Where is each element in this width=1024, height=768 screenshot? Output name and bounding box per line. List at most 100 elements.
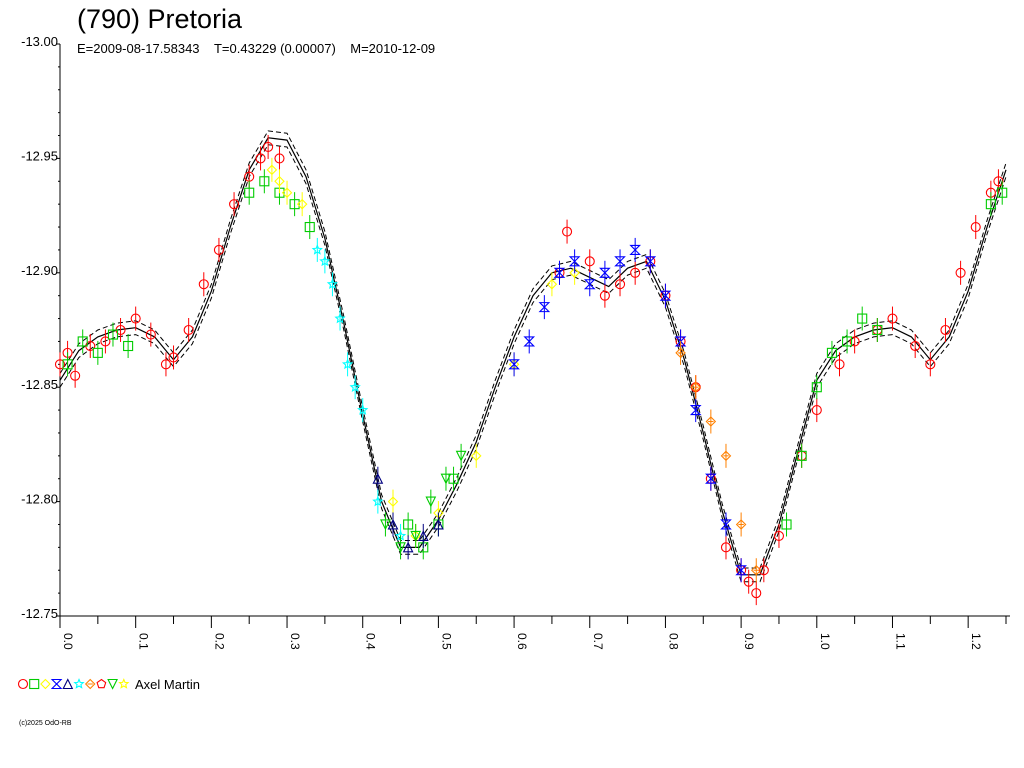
model-date-label: M=2010-12-09	[350, 41, 436, 56]
data-point	[675, 347, 686, 359]
data-point	[546, 278, 558, 290]
x-tick: 0.9	[740, 616, 756, 650]
legend: Axel Martin	[17, 675, 200, 693]
data-point	[244, 187, 255, 198]
x-tick: 1.0	[816, 616, 832, 650]
data-point	[296, 198, 308, 210]
legend-symbol	[73, 678, 85, 689]
model-curve-lower	[59, 144, 1007, 583]
data-point	[997, 187, 1008, 198]
legend-symbol	[50, 678, 63, 690]
data-point	[758, 565, 769, 576]
data-point	[62, 359, 73, 370]
data-point	[319, 255, 331, 267]
data-point	[198, 279, 209, 290]
copyright-notice: (c)2025 OdO-RB	[19, 720, 72, 727]
data-point	[70, 370, 81, 381]
data-point	[644, 256, 657, 267]
data-point	[751, 588, 762, 599]
data-point	[857, 313, 868, 324]
legend-observer: Axel Martin	[135, 676, 201, 692]
data-points	[54, 134, 1008, 606]
x-tick-label: 0.2	[212, 633, 226, 650]
data-point	[266, 164, 278, 176]
data-point	[955, 267, 966, 278]
data-point	[107, 329, 119, 340]
data-point	[130, 313, 141, 324]
data-point	[357, 404, 369, 415]
data-point	[259, 176, 270, 187]
data-point	[750, 564, 762, 576]
data-point	[872, 324, 883, 336]
x-tick-label: 1.0	[818, 633, 832, 650]
data-point	[410, 530, 422, 542]
data-point	[523, 336, 536, 347]
legend-symbol	[40, 678, 51, 690]
data-point	[940, 324, 951, 336]
data-point	[289, 199, 300, 210]
x-tick: 1.1	[891, 616, 907, 650]
epoch-label: E=2009-08-17.58343	[77, 41, 200, 56]
x-tick: 0.2	[210, 616, 226, 650]
data-point	[720, 519, 732, 530]
x-tick: 0.4	[362, 616, 378, 650]
data-point	[403, 519, 414, 530]
x-tick-label: 0.6	[515, 633, 529, 650]
legend-symbol	[107, 678, 118, 690]
data-point	[145, 329, 156, 340]
data-point	[395, 542, 406, 554]
data-point	[811, 382, 822, 393]
data-point	[229, 199, 240, 210]
data-point	[720, 542, 732, 553]
data-point	[123, 340, 134, 352]
data-point	[970, 221, 981, 233]
data-point	[455, 450, 467, 462]
data-point	[743, 576, 754, 587]
data-point	[562, 226, 573, 237]
data-point	[568, 256, 581, 267]
x-tick-label: 0.3	[288, 633, 302, 650]
data-point	[689, 405, 702, 416]
data-point	[538, 302, 551, 313]
legend-symbol	[96, 678, 107, 689]
data-point	[842, 336, 853, 347]
data-point	[100, 336, 111, 347]
data-point	[402, 541, 414, 553]
y-tick: -13.00	[21, 34, 60, 49]
x-tick-label: 1.1	[893, 633, 907, 650]
data-point	[629, 244, 641, 255]
data-point	[440, 473, 452, 485]
y-tick-label: -12.85	[21, 377, 58, 392]
x-tick-label: 0.4	[364, 633, 378, 650]
data-point	[387, 518, 399, 530]
x-tick: 1.2	[967, 616, 983, 650]
legend-symbol	[84, 678, 96, 690]
y-tick: -12.85	[21, 377, 60, 392]
data-point	[705, 416, 717, 427]
x-tick-label: 0.5	[439, 633, 453, 650]
data-point	[387, 496, 399, 507]
data-point	[274, 176, 285, 187]
data-point	[380, 519, 391, 531]
data-point	[773, 530, 785, 541]
data-point	[470, 450, 482, 462]
y-tick: -12.75	[21, 606, 60, 621]
data-point	[583, 279, 596, 290]
x-tick: 0.0	[59, 616, 75, 650]
data-point	[311, 243, 323, 255]
data-point	[834, 359, 845, 370]
data-point	[553, 267, 566, 278]
data-point	[599, 290, 610, 301]
data-point	[985, 199, 996, 210]
data-point	[614, 279, 626, 290]
data-point	[781, 519, 792, 530]
y-tick-label: -12.80	[21, 492, 58, 507]
x-tick: 0.3	[286, 616, 302, 650]
data-point	[263, 141, 274, 153]
legend-symbol	[17, 678, 29, 690]
data-point	[993, 176, 1004, 187]
model-curve-line	[59, 137, 1007, 576]
data-point	[168, 352, 179, 363]
x-tick-label: 0.9	[742, 633, 756, 650]
chart-title: (790) Pretoria	[77, 4, 243, 34]
